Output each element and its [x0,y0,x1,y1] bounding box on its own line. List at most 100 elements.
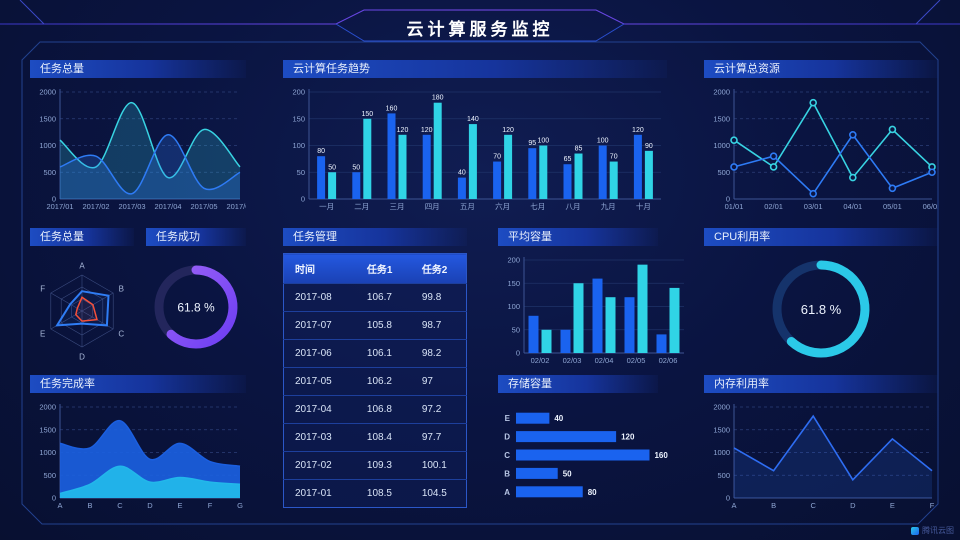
svg-text:160: 160 [654,451,668,460]
svg-text:0: 0 [516,349,520,358]
svg-text:50: 50 [352,164,360,171]
task-table: 时间 任务1 任务2 2017-08 106.7 99.8 2017-07 105.8 98.… [283,253,467,508]
table-row: 2017-03 108.4 97.7 [283,423,467,452]
svg-text:三月: 三月 [390,202,405,211]
task_success-svg: 61.8 % [154,265,238,349]
svg-text:65: 65 [564,156,572,163]
svg-text:50: 50 [297,168,305,177]
svg-text:160: 160 [386,105,398,112]
svg-text:1000: 1000 [713,448,730,457]
panel-storage: 存储容量 E 40 D 120 C 160 B 50 A 80 [498,375,690,509]
tasks-radar-chart: A B C D E F [30,250,134,368]
svg-text:90: 90 [645,143,653,150]
tasks_total_top-svg: 0 500 1000 1500 2000 2017/01 2017/02 2017/03 201… [39,88,246,212]
panel-title-cpu: CPU利用率 [704,228,938,246]
svg-text:0: 0 [52,494,56,503]
storage-hbar-chart: E 40 D 120 C 160 B 50 A 80 [498,397,690,509]
svg-text:A: A [57,501,62,510]
svg-text:100: 100 [292,141,305,150]
svg-text:1000: 1000 [713,141,730,150]
panel-avg-capacity: 平均容量 0 50 100 150 200 02/02 02/03 02/04 02/05 02/… [498,228,690,368]
svg-text:B: B [771,501,776,510]
svg-text:E: E [40,330,45,339]
svg-text:2017/04: 2017/04 [154,202,181,211]
svg-text:40: 40 [554,414,563,423]
svg-text:61.8 %: 61.8 % [177,301,215,315]
svg-text:70: 70 [610,154,618,161]
svg-text:B: B [119,284,124,293]
task-success-donut-chart: 61.8 % [146,250,246,364]
svg-text:40: 40 [458,170,466,177]
svg-text:D: D [850,501,856,510]
svg-text:2017/05: 2017/05 [190,202,217,211]
svg-text:1500: 1500 [713,114,730,123]
svg-text:0: 0 [301,195,305,204]
svg-text:500: 500 [717,471,730,480]
panel-cpu: CPU利用率 61.8 % [704,228,938,368]
svg-text:50: 50 [563,469,572,478]
table-cell: 2017-04 [283,395,356,424]
panel-title-completion: 任务完成率 [30,375,246,393]
radar-svg: A B C D E F [40,262,124,362]
completion-svg: 0 500 1000 1500 2000 A B C D E F G [39,403,243,511]
svg-text:02/05: 02/05 [627,356,646,365]
svg-text:100: 100 [537,138,549,145]
svg-text:1500: 1500 [39,425,56,434]
svg-text:02/06: 02/06 [659,356,678,365]
svg-text:120: 120 [421,127,433,134]
svg-text:1000: 1000 [39,141,56,150]
svg-text:F: F [40,284,45,293]
page-title: 云计算服务监控 [406,20,554,39]
svg-text:2017/06: 2017/06 [226,202,246,211]
svg-text:1500: 1500 [39,114,56,123]
svg-text:02/03: 02/03 [563,356,582,365]
svg-text:七月: 七月 [530,202,545,211]
svg-text:05/01: 05/01 [883,202,902,211]
svg-text:01/01: 01/01 [725,202,744,211]
table-cell: 100.1 [410,451,467,480]
panel-title-task-success: 任务成功 [146,228,246,246]
svg-text:70: 70 [493,154,501,161]
svg-text:六月: 六月 [495,201,510,211]
table-cell: 2017-01 [283,479,356,508]
svg-text:十月: 十月 [636,201,651,211]
svg-text:500: 500 [717,168,730,177]
resources-svg: 0 500 1000 1500 2000 01/01 02/01 03/01 04/01 05/0… [713,88,938,212]
watermark: 腾讯云图 [911,525,954,536]
svg-text:50: 50 [512,325,520,334]
table-cell: 106.7 [355,283,411,312]
table-cell: 106.1 [355,339,411,368]
svg-text:150: 150 [292,114,305,123]
svg-text:2000: 2000 [713,403,730,412]
svg-text:06/01: 06/01 [923,202,938,211]
table-header-cell: 任务2 [410,253,467,284]
svg-text:04/01: 04/01 [843,202,862,211]
svg-text:一月: 一月 [319,202,334,211]
table-row: 2017-02 109.3 100.1 [283,451,467,480]
panel-completion: 任务完成率 0 500 1000 1500 2000 A B C D E F G [30,375,246,513]
svg-text:02/01: 02/01 [764,202,783,211]
table-cell: 2017-02 [283,451,356,480]
table-cell: 2017-03 [283,423,356,452]
svg-text:2017/02: 2017/02 [82,202,109,211]
table-cell: 98.7 [410,311,467,340]
svg-text:F: F [930,501,935,510]
table-cell: 2017-07 [283,311,356,340]
table-cell: 2017-06 [283,339,356,368]
svg-text:140: 140 [467,116,479,123]
svg-text:C: C [117,501,123,510]
panel-title-storage: 存储容量 [498,375,658,393]
panel-task-table: 任务管理 时间 任务1 任务2 2017-08 106.7 99.8 2017-07 105… [283,228,467,508]
table-cell: 98.2 [410,339,467,368]
table-cell: 2017-05 [283,367,356,396]
table-row: 2017-05 106.2 97 [283,367,467,396]
cpu-donut-chart: 61.8 % [704,250,938,368]
svg-text:85: 85 [575,146,583,153]
svg-text:2017/01: 2017/01 [46,202,73,211]
avg_capacity-svg: 0 50 100 150 200 02/02 02/03 02/04 02/05 02/06 [507,256,684,365]
panel-title-task-table: 任务管理 [283,228,467,246]
svg-text:500: 500 [43,168,56,177]
svg-text:C: C [118,330,124,339]
svg-text:E: E [505,414,511,423]
trend-svg: 0 50 100 150 200 一月 二月 三月 四月 五月 六月 七月 八月 九月 十月 80 50 160 1… [292,88,661,211]
